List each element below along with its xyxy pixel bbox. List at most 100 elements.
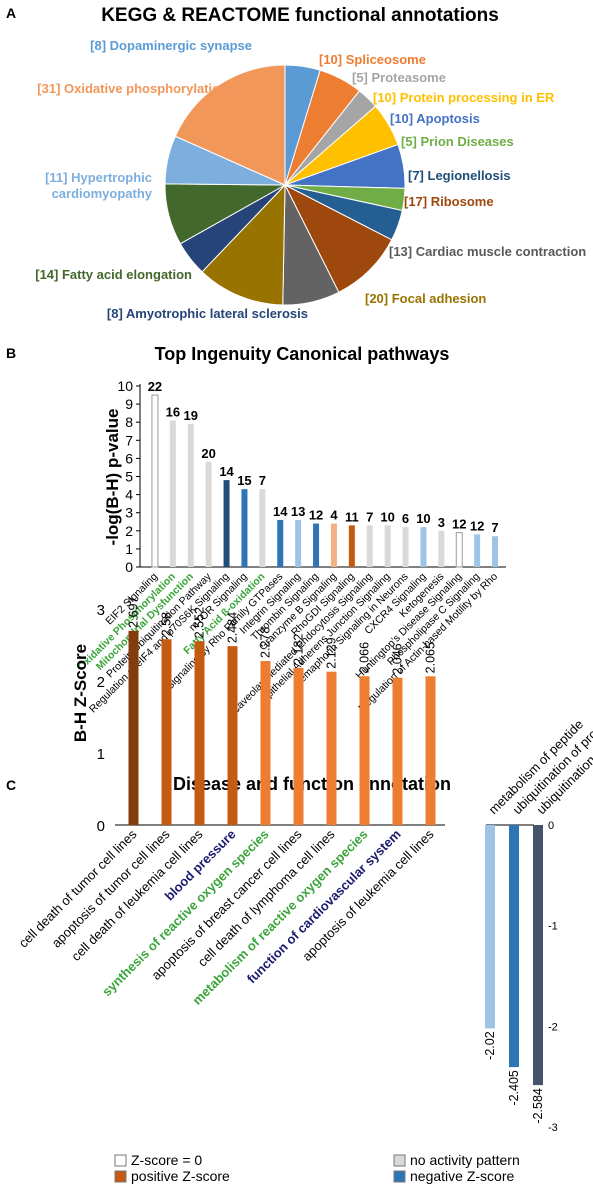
bar (169, 420, 176, 567)
bar-count-label: 10 (380, 509, 394, 524)
bar (438, 530, 445, 567)
pie-slice-label: [7] Legionellosis (408, 168, 511, 183)
bar (151, 394, 159, 568)
legend-label-positive: positive Z-score (131, 1168, 230, 1184)
y-tick-label: 0 (97, 818, 105, 835)
bar-value-label: 2.046 (391, 643, 405, 674)
y-tick-label: 9 (125, 396, 133, 412)
pie-slice-label: [5] Proteasome (352, 70, 446, 85)
pie-slice-label: [13] Cardiac muscle contraction (389, 244, 586, 259)
bar-value-label: 2.182 (292, 634, 306, 665)
disease-title: Disease and function annotation (173, 774, 451, 794)
bar-count-label: 20 (201, 446, 215, 461)
pie-slice-label: [8] Dopaminergic synapse (90, 38, 252, 53)
bar-count-label: 19 (184, 408, 198, 423)
bar (330, 523, 337, 567)
bar (533, 825, 543, 1086)
bar (293, 667, 304, 825)
pie-chart (164, 64, 406, 306)
bar-count-label: 13 (291, 504, 305, 519)
y-tick-label: 0 (125, 559, 133, 575)
legend-label-zero: Z-score = 0 (131, 1152, 202, 1168)
bar (161, 639, 172, 825)
bar (313, 523, 320, 567)
bar-value-label: 2.066 (358, 642, 372, 673)
pathways-title: Top Ingenuity Canonical pathways (155, 344, 450, 364)
y-tick-label: -1 (548, 921, 558, 933)
bar (485, 825, 495, 1029)
legend-label-no-activity: no activity pattern (410, 1152, 520, 1168)
legend-label-negative: negative Z-score (410, 1168, 514, 1184)
pie-slice (201, 183, 286, 306)
pie-slice-label: [31] Oxidative phosphorylation (37, 81, 228, 96)
bar-count-label: 6 (402, 511, 409, 526)
y-tick-label: -2 (548, 1021, 558, 1033)
bar (455, 532, 463, 568)
bar-count-label: 14 (273, 504, 288, 519)
bar (420, 527, 427, 567)
bar-value-label: 2.552 (193, 607, 207, 638)
bar (348, 525, 355, 567)
bar-count-label: 11 (345, 509, 359, 524)
bar (295, 519, 302, 567)
pie-slice-label: [17] Ribosome (404, 194, 494, 209)
bar-count-label: 3 (438, 515, 445, 530)
y-tick-label: 8 (125, 414, 133, 430)
bar-count-label: 22 (148, 379, 162, 394)
bar-count-label: 12 (452, 517, 466, 532)
bar-value-label: 2.484 (226, 612, 240, 643)
bar-value-label: -2.405 (507, 1070, 521, 1105)
pie-slice-label: [20] Focal adhesion (365, 291, 486, 306)
bar (260, 660, 271, 825)
y-tick-label: 0 (548, 820, 554, 832)
bar-count-label: 7 (366, 509, 373, 524)
pie-title: KEGG & REACTOME functional annotations (101, 5, 499, 26)
bar-value-label: 2.697 (127, 596, 141, 627)
legend-swatch-negative (393, 1170, 406, 1183)
legend-swatch-zero (114, 1154, 127, 1167)
bar (509, 825, 519, 1068)
pie-slice-label: [10] Apoptosis (390, 111, 480, 126)
y-tick-label: 10 (117, 378, 133, 394)
pie-slice-label: [10] Protein processing in ER (373, 90, 555, 105)
pie-slice-label: [14] Fatty acid elongation (35, 267, 192, 282)
y-tick-label: -3 (548, 1122, 558, 1134)
bar (474, 534, 481, 567)
bar-value-label: -2.584 (531, 1088, 545, 1123)
bar (205, 462, 212, 567)
bar-value-label: 2.278 (259, 627, 273, 658)
y-tick-label: 1 (125, 541, 133, 557)
bar-count-label: 4 (330, 508, 338, 523)
pie-slice-label: [8] Amyotrophic lateral sclerosis (107, 306, 308, 321)
y-axis-label: B-H Z-Score (71, 644, 90, 742)
bar (326, 671, 337, 825)
pie-labels: [8] Dopaminergic synapse [10] Spliceosome… (35, 38, 586, 321)
y-tick-label: 2 (97, 674, 105, 691)
pie-slice-label: [11] Hypertrophic cardiomyopathy (45, 170, 153, 201)
panel-label-a: A (6, 5, 16, 21)
y-tick-label: 2 (125, 523, 133, 539)
y-axis-label: -log(B-H) p-value (103, 409, 122, 546)
panel-label-b: B (6, 345, 16, 361)
pie-slice (174, 64, 286, 186)
bar (384, 525, 391, 567)
bar (402, 527, 409, 567)
bar-value-label: 2.58 (160, 612, 174, 636)
y-tick-label: 6 (125, 450, 133, 466)
pie-slice-label: [10] Spliceosome (319, 52, 426, 67)
bar-value-label: 2.129 (325, 637, 339, 668)
y-tick-label: 3 (125, 505, 133, 521)
bar-count-label: 7 (259, 473, 266, 488)
bar (128, 630, 139, 825)
bar (425, 676, 436, 825)
bar (492, 536, 499, 567)
bar (194, 641, 205, 825)
bar (241, 489, 248, 567)
y-tick-label: 3 (97, 602, 105, 619)
bar-value-label: 2.065 (424, 642, 438, 673)
bar-count-label: 15 (237, 473, 251, 488)
pie-slice (283, 183, 393, 293)
y-tick-label: 7 (125, 432, 133, 448)
